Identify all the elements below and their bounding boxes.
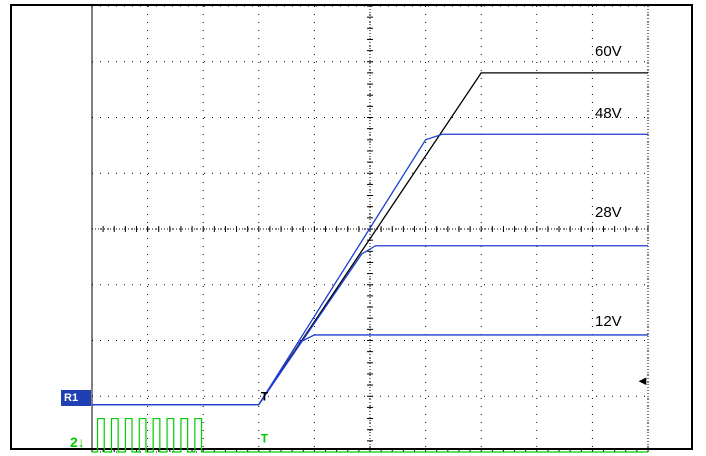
channel-2-marker: 2↓ (70, 434, 85, 450)
trigger-marker: T (261, 431, 269, 445)
digital-channel-trace (92, 417, 648, 453)
scope-screen (10, 4, 693, 450)
voltage-label-48v: 48V (595, 105, 622, 122)
trigger-marker: T (261, 390, 269, 404)
channel-1-marker: R1 (61, 390, 91, 406)
voltage-label-60v: 60V (595, 43, 622, 60)
channel-1-label: R1 (64, 392, 79, 404)
series-line-28v (92, 245, 648, 406)
voltage-label-28v: 28V (595, 204, 622, 221)
reference-arrow: ◄ (636, 373, 649, 388)
reference-arrow-icon: ◄ (636, 373, 649, 388)
series-line-12v (92, 334, 648, 406)
voltage-label-12v: 12V (595, 313, 622, 330)
channel-2-label: 2 (70, 434, 78, 450)
